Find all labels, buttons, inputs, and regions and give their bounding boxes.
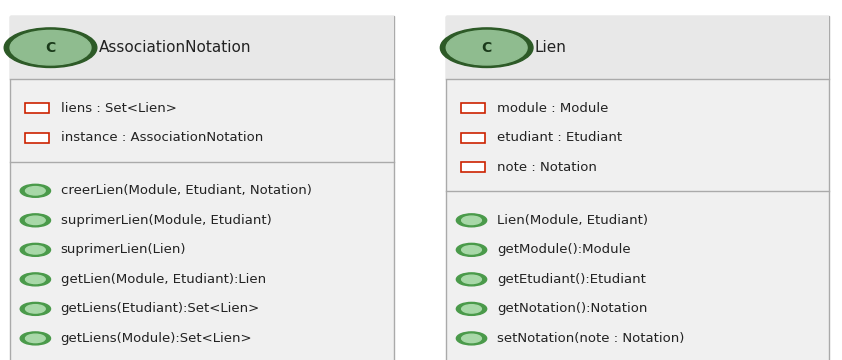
Text: suprimerLien(Lien): suprimerLien(Lien)	[61, 243, 186, 256]
Circle shape	[456, 243, 487, 256]
Circle shape	[25, 305, 45, 313]
Circle shape	[456, 273, 487, 286]
Circle shape	[440, 28, 533, 68]
Circle shape	[461, 216, 482, 225]
Bar	[461, 133, 485, 143]
Bar	[461, 103, 485, 113]
Bar	[25, 133, 49, 143]
Circle shape	[10, 31, 91, 65]
Circle shape	[446, 31, 527, 65]
Bar	[10, 16, 394, 79]
Text: getNotation():Notation: getNotation():Notation	[497, 302, 647, 315]
Text: getModule():Module: getModule():Module	[497, 243, 631, 256]
Circle shape	[20, 332, 51, 345]
Circle shape	[456, 332, 487, 345]
Text: AssociationNotation: AssociationNotation	[99, 40, 251, 55]
Circle shape	[456, 302, 487, 315]
Text: getLien(Module, Etudiant):Lien: getLien(Module, Etudiant):Lien	[61, 273, 266, 286]
Circle shape	[25, 275, 45, 284]
Bar	[446, 16, 829, 79]
Text: getLiens(Etudiant):Set<Lien>: getLiens(Etudiant):Set<Lien>	[61, 302, 260, 315]
Circle shape	[20, 273, 51, 286]
Text: etudiant : Etudiant: etudiant : Etudiant	[497, 131, 622, 144]
Bar	[10, 16, 394, 360]
Text: getLiens(Module):Set<Lien>: getLiens(Module):Set<Lien>	[61, 332, 253, 345]
Circle shape	[461, 275, 482, 284]
Circle shape	[461, 246, 482, 254]
Circle shape	[25, 186, 45, 195]
Circle shape	[461, 334, 482, 343]
Text: getEtudiant():Etudiant: getEtudiant():Etudiant	[497, 273, 646, 286]
Text: liens : Set<Lien>: liens : Set<Lien>	[61, 102, 177, 115]
Text: Lien(Module, Etudiant): Lien(Module, Etudiant)	[497, 214, 647, 227]
Text: C: C	[45, 41, 56, 55]
Text: instance : AssociationNotation: instance : AssociationNotation	[61, 131, 263, 144]
Circle shape	[461, 305, 482, 313]
Circle shape	[25, 246, 45, 254]
Bar	[25, 103, 49, 113]
Circle shape	[20, 214, 51, 227]
Bar	[461, 162, 485, 172]
Circle shape	[4, 28, 97, 68]
Circle shape	[20, 184, 51, 197]
Circle shape	[25, 334, 45, 343]
Text: creerLien(Module, Etudiant, Notation): creerLien(Module, Etudiant, Notation)	[61, 184, 312, 197]
Text: setNotation(note : Notation): setNotation(note : Notation)	[497, 332, 685, 345]
Text: Lien: Lien	[535, 40, 567, 55]
Circle shape	[20, 302, 51, 315]
Circle shape	[456, 214, 487, 227]
Circle shape	[20, 243, 51, 256]
Text: suprimerLien(Module, Etudiant): suprimerLien(Module, Etudiant)	[61, 214, 271, 227]
Text: note : Notation: note : Notation	[497, 161, 597, 174]
Circle shape	[25, 216, 45, 225]
Text: C: C	[482, 41, 492, 55]
Text: module : Module: module : Module	[497, 102, 608, 115]
Bar	[446, 16, 829, 360]
